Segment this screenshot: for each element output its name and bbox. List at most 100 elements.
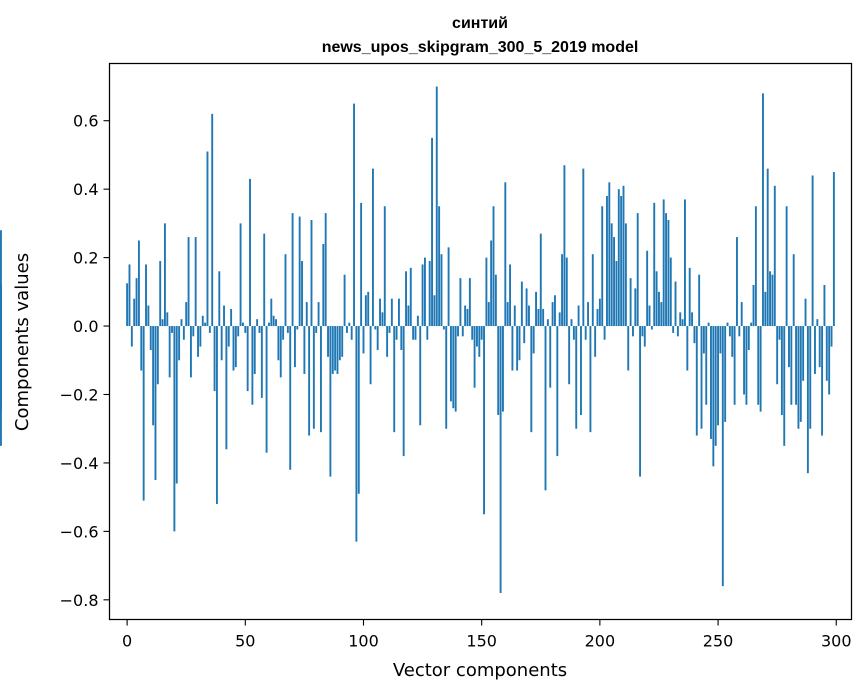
bar-23 bbox=[180, 319, 183, 327]
bar-89 bbox=[336, 326, 339, 374]
bar-170 bbox=[528, 305, 530, 327]
bar-210 bbox=[622, 185, 625, 327]
bar-295 bbox=[823, 284, 826, 327]
bar-135 bbox=[445, 326, 448, 429]
bar-180 bbox=[551, 302, 554, 327]
x-tick-label: 50 bbox=[235, 632, 255, 651]
bar-192 bbox=[580, 326, 582, 416]
bar-8 bbox=[145, 264, 147, 327]
bar-123 bbox=[416, 315, 419, 327]
bar-60 bbox=[267, 322, 270, 327]
bar-251 bbox=[719, 326, 722, 354]
bar-36 bbox=[211, 113, 214, 327]
bar-179 bbox=[549, 326, 552, 388]
bar-235 bbox=[681, 319, 684, 327]
bar-236 bbox=[684, 199, 686, 327]
bar-74 bbox=[301, 261, 303, 327]
bar-undefined bbox=[0, 230, 2, 327]
bar-72 bbox=[296, 326, 299, 330]
bar-55 bbox=[256, 319, 259, 327]
bar-185 bbox=[563, 165, 566, 327]
bar-196 bbox=[589, 326, 592, 433]
bar-146 bbox=[471, 326, 474, 340]
bar-258 bbox=[736, 237, 738, 327]
bar-171 bbox=[530, 326, 533, 433]
bar-110 bbox=[386, 326, 389, 357]
y-tick-label: −0.8 bbox=[60, 591, 99, 610]
bar-22 bbox=[178, 326, 181, 361]
bar-139 bbox=[454, 326, 457, 412]
bar-67 bbox=[284, 254, 287, 327]
bar-187 bbox=[568, 326, 571, 385]
bar-29 bbox=[194, 237, 197, 327]
bar-63 bbox=[275, 319, 277, 327]
bar-160 bbox=[504, 182, 507, 327]
bar-16 bbox=[163, 223, 166, 327]
bar-1 bbox=[128, 264, 131, 327]
bar-25 bbox=[185, 302, 188, 327]
bar-264 bbox=[750, 322, 753, 327]
bar-34 bbox=[206, 151, 209, 327]
bar-40 bbox=[220, 326, 223, 361]
bar-161 bbox=[506, 302, 509, 327]
bar-4 bbox=[135, 278, 138, 327]
bar-59 bbox=[265, 326, 268, 453]
bar-218 bbox=[641, 326, 644, 337]
bar-20 bbox=[173, 326, 176, 532]
bar-47 bbox=[237, 326, 240, 337]
bar-203 bbox=[606, 196, 608, 327]
bar-262 bbox=[745, 326, 748, 405]
y-tick-label: 0.6 bbox=[73, 112, 98, 131]
bar-216 bbox=[636, 213, 639, 327]
bar-39 bbox=[218, 271, 221, 327]
bar-57 bbox=[260, 326, 263, 398]
bar-0 bbox=[126, 283, 129, 327]
bar-undefined bbox=[0, 302, 2, 327]
bar-12 bbox=[154, 326, 157, 481]
bar-58 bbox=[263, 233, 266, 327]
bar-276 bbox=[778, 326, 781, 340]
bar-80 bbox=[315, 326, 318, 333]
bar-147 bbox=[473, 326, 476, 388]
bar-182 bbox=[556, 326, 559, 457]
bar-184 bbox=[561, 254, 563, 327]
bar-215 bbox=[634, 288, 637, 327]
bar-24 bbox=[182, 326, 185, 340]
bar-106 bbox=[376, 326, 379, 351]
bar-226 bbox=[660, 302, 663, 327]
y-tick-label: 0.4 bbox=[73, 180, 98, 199]
y-axis-ticks: −0.8 −0.6 −0.4 −0.2 0.0 0.2 0.4 0.6 bbox=[60, 112, 110, 610]
bar-136 bbox=[447, 247, 450, 327]
bar-189 bbox=[572, 326, 575, 340]
bar-167 bbox=[520, 281, 523, 327]
bar-277 bbox=[780, 326, 783, 416]
bar-290 bbox=[811, 175, 814, 327]
bar-45 bbox=[232, 326, 235, 371]
bar-231 bbox=[672, 326, 675, 333]
bar-42 bbox=[225, 326, 228, 450]
bar-244 bbox=[702, 326, 705, 354]
bar-30 bbox=[197, 326, 199, 357]
bar-193 bbox=[582, 168, 585, 327]
bar-66 bbox=[282, 326, 285, 340]
bar-273 bbox=[771, 274, 774, 327]
bar-75 bbox=[303, 326, 306, 374]
bar-168 bbox=[523, 326, 526, 344]
bar-149 bbox=[478, 326, 481, 357]
bar-249 bbox=[714, 326, 717, 446]
bar-169 bbox=[525, 288, 528, 327]
bar-92 bbox=[343, 274, 346, 327]
bar-237 bbox=[686, 326, 689, 371]
bar-298 bbox=[830, 326, 833, 347]
bar-131 bbox=[435, 86, 438, 327]
x-axis-ticks: 0 50 100 150 200 250 300 bbox=[122, 619, 852, 651]
bar-158 bbox=[499, 326, 502, 593]
bar-6 bbox=[140, 326, 143, 371]
bar-259 bbox=[738, 326, 741, 337]
y-tick-label: −0.2 bbox=[60, 385, 99, 404]
bar-283 bbox=[795, 326, 798, 405]
bar-247 bbox=[710, 326, 712, 439]
bar-285 bbox=[799, 326, 802, 422]
bar-88 bbox=[334, 326, 337, 371]
bar-140 bbox=[457, 326, 459, 337]
